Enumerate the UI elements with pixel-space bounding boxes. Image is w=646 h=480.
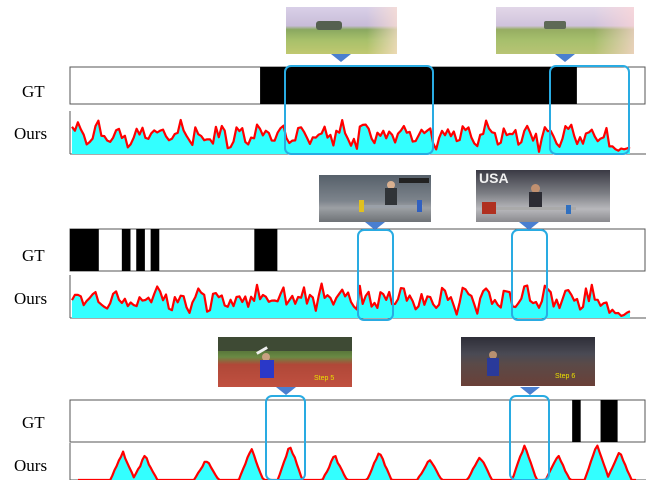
score-area-2 (72, 283, 630, 318)
gt-segment (136, 229, 145, 271)
score-curve-2 (71, 282, 631, 317)
gt-segment (260, 67, 577, 104)
gt-segment (70, 229, 99, 271)
highlight-box (509, 395, 550, 480)
gt-segment (572, 400, 581, 442)
thumbnail-pointer (365, 222, 385, 230)
thumbnail-pointer (519, 222, 539, 230)
highlight-box (284, 65, 434, 155)
thumbnail-gym-2: USA (476, 170, 610, 222)
ours-label-3: Ours (14, 456, 48, 475)
thumbnail-pointer (331, 54, 351, 62)
highlight-box (357, 229, 394, 321)
thumbnail-caption: Step 6 (555, 373, 576, 380)
thumbnail-pointer (276, 387, 296, 395)
thumbnail-field-1 (286, 7, 397, 54)
thumbnail-caption: Step 5 (314, 375, 335, 382)
gt-segment (254, 229, 278, 271)
thumbnail-pointer (555, 54, 575, 62)
highlight-box (549, 65, 630, 155)
gt-track-3 (69, 399, 646, 443)
gt-label-2: GT (22, 246, 45, 265)
ours-label-2: Ours (14, 289, 48, 308)
highlight-box (511, 229, 548, 321)
gt-segment (121, 229, 131, 271)
thumbnail-caption: USA (479, 170, 509, 186)
score-curve-1 (71, 118, 631, 153)
thumbnail-gym-1 (319, 175, 431, 222)
gt-label-3: GT (22, 413, 45, 432)
gt-segment (150, 229, 160, 271)
gt-label-1: GT (22, 82, 45, 101)
thumbnail-track-1: Step 5 (218, 337, 352, 387)
thumbnail-field-2 (496, 7, 634, 54)
thumbnail-pointer (520, 387, 540, 395)
thumbnail-track-2: Step 6 (461, 337, 595, 386)
gt-segment (600, 400, 618, 442)
ours-label-1: Ours (14, 124, 48, 143)
highlight-box (265, 395, 306, 480)
score-area-1 (72, 120, 630, 154)
score-area-3 (78, 445, 636, 480)
